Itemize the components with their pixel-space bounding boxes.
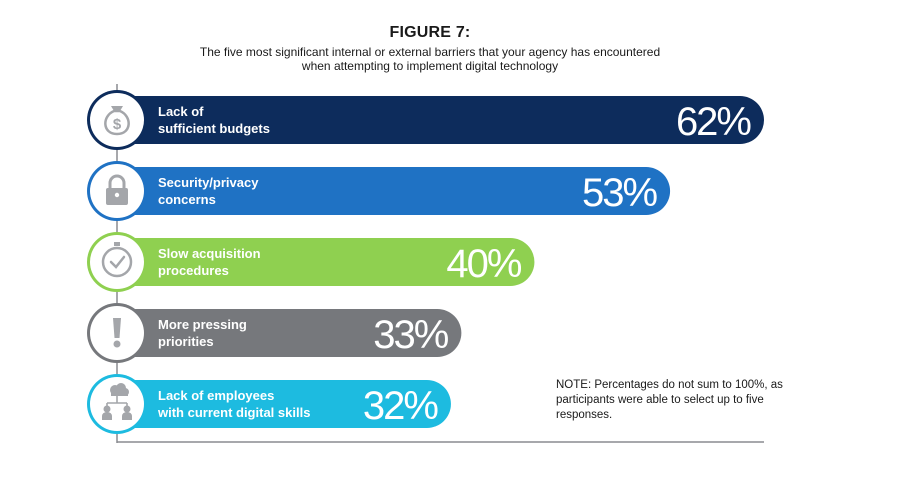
footnote: NOTE: Percentages do not sum to 100%, as… — [556, 379, 783, 421]
svg-text:$: $ — [113, 116, 122, 133]
bar-label-exclamation-line-2: priorities — [158, 334, 214, 349]
exclamation-icon — [113, 318, 121, 348]
value-label-people-network: 32% — [363, 384, 438, 428]
bar-label-clock-line-1: Slow acquisition — [158, 246, 261, 261]
value-label-exclamation: 33% — [373, 313, 448, 357]
bar-padlock — [117, 167, 671, 215]
clock-icon — [101, 242, 133, 278]
money-bag-icon: $ — [104, 106, 130, 136]
people-network-icon — [102, 383, 132, 420]
chart-subtitle: The five most significant internal or ex… — [150, 45, 710, 73]
padlock-icon — [106, 174, 128, 205]
bar-label-money-bag-line-2: sufficient budgets — [158, 121, 270, 136]
bar-people-network — [117, 380, 451, 428]
value-label-clock: 40% — [446, 242, 521, 286]
bar-label-people-network-line-2: with current digital skills — [157, 405, 310, 420]
chart-subtitle-line-1: The five most significant internal or ex… — [199, 45, 661, 59]
bar-label-clock-line-2: procedures — [158, 263, 229, 278]
bar-label-padlock-line-1: Security/privacy — [158, 175, 259, 190]
chart-subtitle-line-2: when attempting to implement digital tec… — [301, 59, 559, 73]
icon-badge-money-bag — [90, 93, 144, 147]
value-label-padlock: 53% — [582, 171, 657, 215]
value-label-money-bag: 62% — [676, 100, 751, 144]
icon-badge-clock — [90, 235, 144, 289]
bar-label-people-network-line-1: Lack of employees — [158, 388, 274, 403]
chart-title: FIGURE 7: — [389, 24, 471, 41]
bar-clock — [117, 238, 535, 286]
bars-group: $ Lack of sufficient budgets 62% Security/pr… — [87, 90, 764, 434]
bar-label-exclamation-line-1: More pressing — [158, 317, 247, 332]
bar-money-bag — [117, 96, 764, 144]
bar-label-padlock-line-2: concerns — [158, 192, 216, 207]
bar-label-money-bag-line-1: Lack of — [158, 104, 204, 119]
bar-exclamation — [117, 309, 462, 357]
